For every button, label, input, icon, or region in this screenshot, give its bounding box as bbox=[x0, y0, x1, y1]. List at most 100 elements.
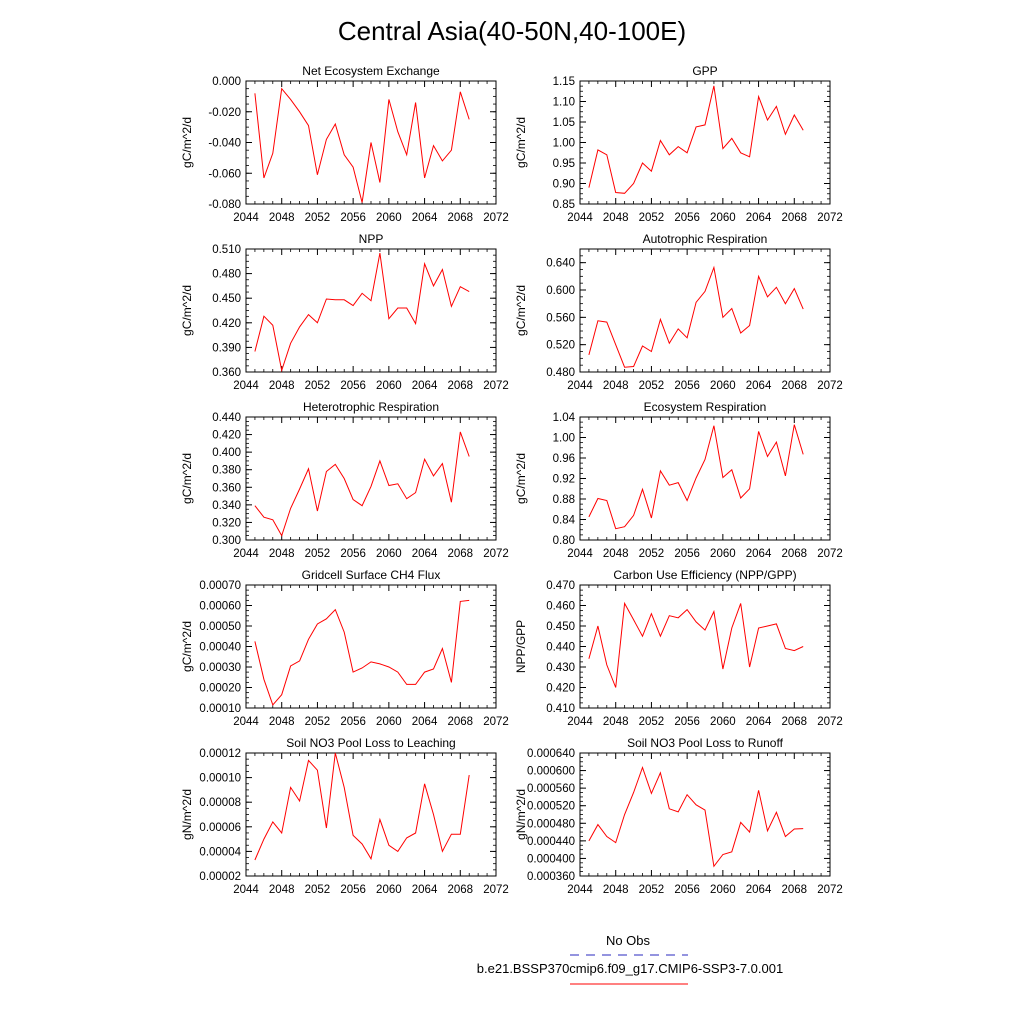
series-line bbox=[588, 265, 804, 368]
y-axis-label: gC/m^2/d bbox=[514, 285, 528, 336]
x-tick-label: 2044 bbox=[567, 548, 593, 560]
y-tick-label: 0.000640 bbox=[527, 748, 575, 760]
y-tick-label: 0.520 bbox=[546, 340, 575, 352]
panel-title: Net Ecosystem Exchange bbox=[302, 64, 440, 78]
x-tick-label: 2044 bbox=[567, 884, 593, 896]
x-tick-label: 2064 bbox=[412, 212, 438, 224]
y-tick-label: 0.640 bbox=[546, 258, 575, 270]
x-tick-label: 2048 bbox=[269, 380, 295, 392]
y-tick-label: 0.000 bbox=[212, 76, 241, 88]
x-tick-label: 2044 bbox=[567, 716, 593, 728]
y-axis-label: gC/m^2/d bbox=[514, 117, 528, 168]
y-tick-label: 0.470 bbox=[546, 580, 575, 592]
x-tick-label: 2044 bbox=[233, 212, 259, 224]
x-tick-label: 2052 bbox=[305, 380, 331, 392]
y-tick-label: -0.020 bbox=[208, 107, 241, 119]
panel-9: Soil NO3 Pool Loss to Leaching gN/m^2/d 20… bbox=[180, 736, 509, 896]
x-tick-label: 2060 bbox=[710, 716, 736, 728]
x-tick-label: 2060 bbox=[710, 380, 736, 392]
y-tick-label: 0.450 bbox=[546, 621, 575, 633]
panel-10: Soil NO3 Pool Loss to Runoff gN/m^2/d 2044… bbox=[514, 736, 843, 896]
y-tick-label: 0.85 bbox=[553, 199, 575, 211]
y-tick-label: 0.00020 bbox=[199, 683, 241, 695]
x-tick-label: 2052 bbox=[305, 548, 331, 560]
series-line bbox=[254, 431, 470, 537]
x-tick-label: 2068 bbox=[447, 212, 473, 224]
y-tick-label: 0.00010 bbox=[199, 773, 241, 785]
x-tick-label: 2048 bbox=[269, 884, 295, 896]
y-tick-label: 0.340 bbox=[212, 500, 241, 512]
panel-2: GPP gC/m^2/d 2044 2048 2052 2056 2060 2064 2068 2… bbox=[514, 64, 843, 224]
x-tick-label: 2068 bbox=[447, 716, 473, 728]
series-line bbox=[588, 424, 804, 530]
x-tick-label: 2056 bbox=[340, 884, 366, 896]
x-tick-label: 2044 bbox=[233, 884, 259, 896]
y-tick-label: 0.000360 bbox=[527, 871, 575, 883]
y-axis-label: gC/m^2/d bbox=[180, 453, 194, 504]
y-tick-label: 0.92 bbox=[553, 474, 575, 486]
x-tick-label: 2064 bbox=[746, 884, 772, 896]
y-axis-label: gC/m^2/d bbox=[514, 453, 528, 504]
plot-frame bbox=[579, 248, 831, 373]
series-line bbox=[254, 599, 470, 706]
x-tick-label: 2052 bbox=[305, 212, 331, 224]
y-tick-label: 0.000520 bbox=[527, 801, 575, 813]
x-tick-label: 2072 bbox=[483, 548, 509, 560]
y-axis-label: NPP/GPP bbox=[514, 620, 528, 673]
y-tick-label: 0.00040 bbox=[199, 642, 241, 654]
y-tick-label: 0.00060 bbox=[199, 601, 241, 613]
x-tick-label: 2052 bbox=[639, 380, 665, 392]
x-tick-label: 2052 bbox=[639, 716, 665, 728]
y-tick-label: -0.060 bbox=[208, 168, 241, 180]
y-tick-label: 0.000440 bbox=[527, 836, 575, 848]
y-tick-label: 0.450 bbox=[212, 293, 241, 305]
y-tick-label: 0.390 bbox=[212, 342, 241, 354]
y-tick-label: 0.00010 bbox=[199, 703, 241, 715]
y-tick-label: 0.00004 bbox=[199, 846, 241, 858]
series-line bbox=[254, 253, 470, 373]
x-tick-label: 2064 bbox=[746, 716, 772, 728]
y-tick-label: 0.430 bbox=[546, 662, 575, 674]
y-tick-label: 0.420 bbox=[212, 430, 241, 442]
x-tick-label: 2060 bbox=[710, 548, 736, 560]
series-line bbox=[588, 85, 804, 194]
x-tick-label: 2060 bbox=[376, 884, 402, 896]
y-tick-label: 0.88 bbox=[553, 494, 575, 506]
x-tick-label: 2048 bbox=[603, 548, 629, 560]
y-tick-label: 0.510 bbox=[212, 244, 241, 256]
x-tick-label: 2044 bbox=[567, 212, 593, 224]
x-tick-label: 2060 bbox=[376, 212, 402, 224]
x-tick-label: 2052 bbox=[305, 716, 331, 728]
x-tick-label: 2048 bbox=[269, 212, 295, 224]
x-tick-label: 2044 bbox=[233, 380, 259, 392]
series-line bbox=[588, 601, 804, 688]
x-tick-label: 2056 bbox=[340, 716, 366, 728]
y-tick-label: 0.96 bbox=[553, 453, 575, 465]
panel-title: Gridcell Surface CH4 Flux bbox=[302, 568, 441, 582]
x-tick-label: 2068 bbox=[781, 380, 807, 392]
y-tick-label: 0.480 bbox=[212, 269, 241, 281]
x-tick-label: 2068 bbox=[781, 212, 807, 224]
x-tick-label: 2064 bbox=[746, 380, 772, 392]
y-tick-label: 0.440 bbox=[546, 642, 575, 654]
x-tick-label: 2048 bbox=[269, 716, 295, 728]
y-tick-label: 0.90 bbox=[553, 179, 575, 191]
x-tick-label: 2064 bbox=[746, 212, 772, 224]
y-tick-label: 0.320 bbox=[212, 517, 241, 529]
x-tick-label: 2044 bbox=[233, 548, 259, 560]
x-tick-label: 2072 bbox=[483, 212, 509, 224]
legend-obs-label: No Obs bbox=[606, 933, 651, 948]
plot-frame bbox=[579, 80, 831, 205]
panel-8: Carbon Use Efficiency (NPP/GPP) NPP/GPP 20… bbox=[514, 568, 843, 728]
x-tick-label: 2072 bbox=[817, 380, 843, 392]
x-tick-label: 2068 bbox=[447, 380, 473, 392]
panel-6: Ecosystem Respiration gC/m^2/d 2044 2048 205… bbox=[514, 400, 843, 560]
x-tick-label: 2064 bbox=[412, 380, 438, 392]
legend: No Obs b.e21.BSSP370cmip6.f09_g17.CMIP6-… bbox=[477, 933, 783, 985]
plot-frame bbox=[579, 584, 831, 709]
plot-frame bbox=[245, 416, 497, 541]
panel-title: Soil NO3 Pool Loss to Runoff bbox=[627, 736, 784, 750]
x-tick-label: 2056 bbox=[674, 212, 700, 224]
y-tick-label: 0.00050 bbox=[199, 621, 241, 633]
